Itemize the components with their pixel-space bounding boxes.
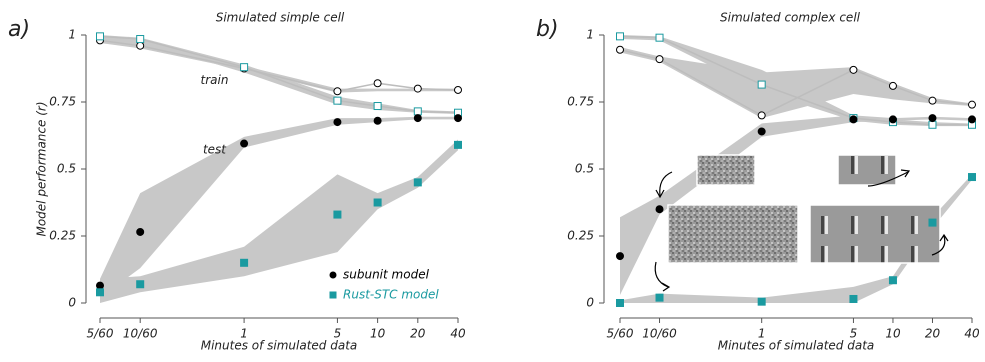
data-point bbox=[758, 128, 765, 135]
y-tick-label: 0.5 bbox=[57, 162, 76, 176]
x-tick-label: 10 bbox=[370, 327, 386, 341]
x-tick-label: 5 bbox=[850, 327, 858, 341]
x-tick-label: 1 bbox=[758, 327, 766, 341]
data-point bbox=[414, 179, 421, 186]
data-point bbox=[374, 80, 381, 87]
data-point bbox=[374, 117, 381, 124]
data-point bbox=[334, 88, 341, 95]
x-tick-label: 5/60 bbox=[87, 327, 114, 341]
data-point bbox=[617, 33, 624, 40]
y-tick-label: 0.25 bbox=[49, 229, 76, 243]
data-point bbox=[850, 295, 857, 302]
x-tick-label: 10/60 bbox=[642, 327, 677, 341]
y-tick-label: 0.25 bbox=[567, 229, 594, 243]
data-point bbox=[334, 211, 341, 218]
data-point bbox=[850, 116, 857, 123]
data-point bbox=[929, 219, 936, 226]
y-tick-label: 1 bbox=[68, 28, 76, 42]
legend-label: subunit model bbox=[343, 268, 430, 282]
annotation: test bbox=[203, 143, 227, 157]
data-point bbox=[241, 64, 248, 71]
data-point bbox=[617, 253, 624, 260]
data-point bbox=[656, 294, 663, 301]
x-axis-label: Minutes of simulated data bbox=[201, 339, 358, 353]
y-tick-label: 1 bbox=[586, 28, 594, 42]
y-tick-label: 0.75 bbox=[567, 95, 594, 109]
y-tick-label: 0.5 bbox=[575, 162, 594, 176]
data-point bbox=[929, 121, 936, 128]
data-point bbox=[137, 228, 144, 235]
data-point bbox=[137, 36, 144, 43]
y-tick-label: 0.75 bbox=[49, 95, 76, 109]
x-tick-label: 5 bbox=[334, 327, 342, 341]
data-point bbox=[889, 277, 896, 284]
data-point bbox=[334, 97, 341, 104]
data-point bbox=[758, 298, 765, 305]
x-tick-label: 20 bbox=[410, 327, 426, 341]
data-point bbox=[889, 82, 896, 89]
data-point bbox=[656, 34, 663, 41]
data-point bbox=[414, 115, 421, 122]
inset-filters bbox=[668, 155, 940, 263]
data-point bbox=[929, 97, 936, 104]
data-point bbox=[374, 103, 381, 110]
data-point bbox=[334, 119, 341, 126]
data-point bbox=[617, 300, 624, 307]
data-point bbox=[414, 108, 421, 115]
x-tick-label: 5/60 bbox=[607, 327, 634, 341]
y-tick-label: 0 bbox=[586, 296, 594, 310]
data-point bbox=[97, 282, 104, 289]
y-axis-label: Model performance (r) bbox=[35, 101, 49, 236]
y-tick-label: 0 bbox=[68, 296, 76, 310]
x-tick-label: 40 bbox=[450, 327, 466, 341]
data-point bbox=[758, 112, 765, 119]
data-point bbox=[929, 115, 936, 122]
x-tick-label: 20 bbox=[925, 327, 941, 341]
data-point bbox=[969, 116, 976, 123]
x-axis-label: Minutes of simulated data bbox=[718, 339, 875, 353]
chart-title: Simulated complex cell bbox=[720, 11, 861, 25]
data-point bbox=[97, 289, 104, 296]
data-point bbox=[455, 115, 462, 122]
legend-label: Rust-STC model bbox=[343, 288, 439, 302]
data-point bbox=[969, 174, 976, 181]
x-tick-label: 10 bbox=[885, 327, 901, 341]
data-point bbox=[758, 81, 765, 88]
data-point bbox=[241, 140, 248, 147]
data-point bbox=[137, 42, 144, 49]
data-point bbox=[241, 259, 248, 266]
data-point bbox=[889, 116, 896, 123]
data-point bbox=[414, 85, 421, 92]
x-tick-label: 10/60 bbox=[123, 327, 158, 341]
data-point bbox=[850, 66, 857, 73]
x-tick-label: 40 bbox=[964, 327, 980, 341]
error-band bbox=[620, 47, 972, 118]
data-point bbox=[656, 56, 663, 63]
data-point bbox=[656, 206, 663, 213]
panel-label: b) bbox=[536, 17, 559, 42]
legend-marker bbox=[330, 292, 337, 299]
data-point bbox=[374, 199, 381, 206]
data-point bbox=[97, 33, 104, 40]
legend-marker bbox=[330, 272, 337, 279]
annotation: train bbox=[201, 73, 229, 87]
chart-title: Simulated simple cell bbox=[216, 11, 345, 25]
x-tick-label: 1 bbox=[240, 327, 248, 341]
data-point bbox=[617, 46, 624, 53]
figure: a) Simulated simple cell Model performance… bbox=[0, 0, 985, 358]
data-point bbox=[455, 141, 462, 148]
data-point bbox=[137, 281, 144, 288]
panel-label: a) bbox=[8, 17, 30, 42]
data-point bbox=[455, 86, 462, 93]
data-point bbox=[969, 101, 976, 108]
